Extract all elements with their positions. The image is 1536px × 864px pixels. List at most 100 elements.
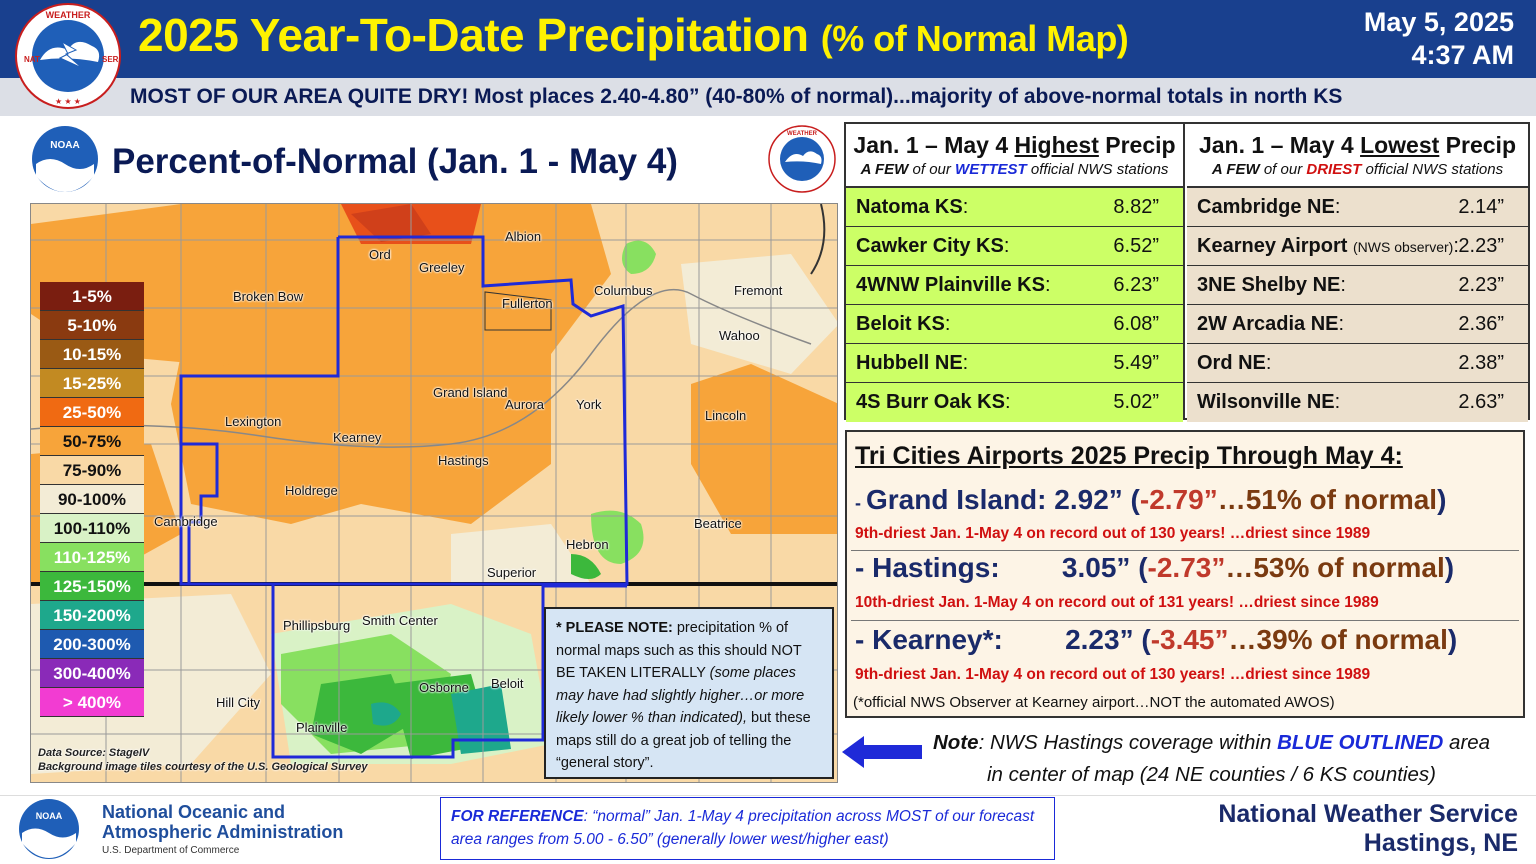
hastings-record: 10th-driest Jan. 1-May 4 on record out o… [855,594,1379,611]
lowest-precip-table: Jan. 1 – May 4 Lowest Precip A FEW of ou… [1187,124,1528,422]
station-name: Cambridge NE: [1197,196,1341,218]
station-name: Natoma KS: [856,196,969,218]
note-body-1: precipitation % of normal maps such as t… [556,620,802,681]
city-hill-city: Hill City [216,695,261,710]
map-credit-source: Data Source: StageIV [38,747,150,759]
city-grand-island: Grand Island [433,385,508,400]
nws-logo-icon: WEATHER NAT SER ★ ★ ★ [15,3,121,109]
page-title: 2025 Year-To-Date Precipitation (% of No… [138,8,1129,62]
table-row: Beloit KS: 6.08” [846,305,1183,344]
coverage-note-line2: in center of map (24 NE counties / 6 KS … [987,763,1436,786]
city-hastings: Hastings [438,453,489,468]
station-value: 2.38” [1458,352,1504,374]
highest-rows: Natoma KS: 8.82” Cawker City KS: 6.52” 4WNW … [846,188,1183,422]
table-row: 3NE Shelby NE: 2.23” [1187,266,1528,305]
table-row: 4WNW Plainville KS: 6.23” [846,266,1183,305]
station-value: 5.49” [1113,352,1159,374]
coverage-note: Note: NWS Hastings coverage within BLUE … [933,727,1490,791]
city-fullerton: Fullerton [502,296,553,311]
city-wahoo: Wahoo [719,328,760,343]
map-credit-tiles: Background image tiles courtesy of the U… [38,761,368,773]
lowest-header: Jan. 1 – May 4 Lowest Precip A FEW of ou… [1187,124,1528,188]
station-name: Wilsonville NE: [1197,391,1341,413]
station-value: 6.08” [1113,313,1159,335]
city-beatrice: Beatrice [694,516,742,531]
subheader-bar [0,78,1536,116]
lowest-rows: Cambridge NE: 2.14” Kearney Airport (NWS o… [1187,188,1528,422]
separator [851,550,1519,551]
table-row: Hubbell NE: 5.49” [846,344,1183,383]
table-row: Natoma KS: 8.82” [846,188,1183,227]
table-row: Wilsonville NE: 2.63” [1187,383,1528,422]
kearney-record: 9th-driest Jan. 1-May 4 on record out of… [855,666,1371,683]
map-credit: Data Source: StageIV Background image ti… [38,746,367,774]
station-tables: Jan. 1 – May 4 Highest Precip A FEW of o… [844,122,1530,422]
title-main: 2025 Year-To-Date Precipitation [138,9,809,61]
svg-text:SER: SER [102,55,119,64]
highest-precip-table: Jan. 1 – May 4 Highest Precip A FEW of o… [846,124,1185,422]
station-value: 2.36” [1458,313,1504,335]
noaa-footer-logo-icon: NOAA [19,799,79,859]
station-value: 2.14” [1458,196,1504,218]
table-row: Kearney Airport (NWS observer): 2.23” [1187,227,1528,266]
legend-item: 300-400% [40,659,144,688]
city-fremont: Fremont [734,283,783,298]
please-note-box: * PLEASE NOTE: precipitation % of normal… [544,607,834,779]
svg-text:NAT: NAT [24,55,40,64]
station-value: 8.82” [1113,196,1159,218]
city-ord: Ord [369,247,391,262]
title-sub: (% of Normal Map) [820,18,1129,59]
noaa-logo-icon: NOAA [32,126,98,192]
legend-item: 90-100% [40,485,144,514]
legend-item: 5-10% [40,311,144,340]
station-name: Ord NE: [1197,352,1272,374]
city-lexington: Lexington [225,414,282,429]
city-beloit: Beloit [491,676,524,691]
issued-time: 4:37 AM [1411,40,1514,70]
city-holdrege: Holdrege [285,483,338,498]
map-legend: 1-5% 5-10% 10-15% 15-25% 25-50% 50-75% 75-90% 9… [40,282,144,717]
station-value: 5.02” [1113,391,1159,413]
table-row: 4S Burr Oak KS: 5.02” [846,383,1183,422]
left-arrow-icon [842,736,922,768]
city-broken-bow: Broken Bow [233,289,304,304]
table-row: Cawker City KS: 6.52” [846,227,1183,266]
highest-heading: Jan. 1 – May 4 Highest Precip [853,132,1176,158]
station-name: Beloit KS: [856,313,951,335]
station-name: 3NE Shelby NE: [1197,274,1346,296]
city-columbus: Columbus [594,283,653,298]
noaa-department: U.S. Department of Commerce [102,845,240,856]
station-name: 4WNW Plainville KS: [856,274,1051,296]
lowest-subheading: A FEW of our DRIEST official NWS station… [1211,161,1504,178]
station-value: 2.23” [1458,235,1504,257]
noaa-name: National Oceanic and Atmospheric Adminis… [102,802,344,842]
city-kearney: Kearney [333,430,382,445]
note-lead: * PLEASE NOTE: [556,620,673,636]
issued-date: May 5, 2025 [1363,7,1514,37]
legend-item: 100-110% [40,514,144,543]
city-york: York [576,397,602,412]
table-row: Cambridge NE: 2.14” [1187,188,1528,227]
station-value: 6.52” [1113,235,1159,257]
legend-item: 10-15% [40,340,144,369]
highest-subheading: A FEW of our WETTEST official NWS statio… [860,161,1169,178]
station-name: Cawker City KS: [856,235,1010,257]
legend-item: > 400% [40,688,144,717]
city-lincoln: Lincoln [705,408,747,423]
station-value: 2.63” [1458,391,1504,413]
svg-text:NOAA: NOAA [50,140,79,151]
city-smith-center: Smith Center [362,613,438,628]
station-note: (NWS observer) [1352,239,1454,255]
footer-bar [0,795,1536,864]
kearney-line: - Kearney*: 2.23” (-3.45”…39% of normal) [855,624,1458,655]
hastings-line: - Hastings: 3.05” (-2.73”…53% of normal) [855,552,1455,583]
coverage-note-label: Note [933,731,979,754]
station-value: 2.23” [1458,274,1504,296]
table-row: Ord NE: 2.38” [1187,344,1528,383]
table-row: 2W Arcadia NE: 2.36” [1187,305,1528,344]
city-phillipsburg: Phillipsburg [283,618,351,633]
header-bar [0,0,1536,78]
svg-text:NOAA: NOAA [36,811,63,821]
city-greeley: Greeley [419,260,465,275]
grand-island-line: - Grand Island: 2.92” (-2.79”…51% of nor… [855,484,1447,515]
